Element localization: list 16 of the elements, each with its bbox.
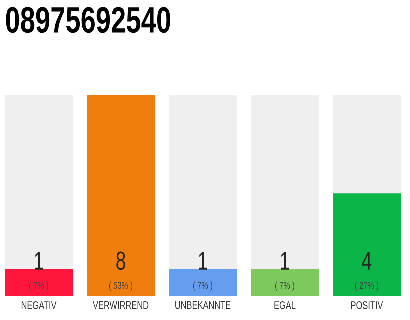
- x-tick-label: POSITIV: [351, 302, 384, 310]
- data-label: ( 53% ): [109, 282, 133, 292]
- data-label: ( 7% ): [30, 282, 48, 292]
- x-tick-label: VERWIRREND: [93, 302, 149, 310]
- x-tick-label: NEGATIV: [22, 302, 57, 310]
- x-tick-label: EGAL: [274, 302, 296, 310]
- data-label: ( 27% ): [355, 282, 379, 292]
- annotation: 1: [281, 252, 290, 270]
- annotation: 1: [35, 252, 44, 270]
- data-label: ( 7% ): [194, 282, 212, 292]
- annotation: 8: [116, 252, 126, 270]
- annotation: 4: [362, 252, 372, 270]
- chart-title: 08975692540: [6, 7, 170, 34]
- x-tick-label: UNBEKANNTE: [176, 302, 231, 310]
- annotation: 1: [199, 252, 208, 270]
- data-label: ( 7% ): [276, 282, 294, 292]
